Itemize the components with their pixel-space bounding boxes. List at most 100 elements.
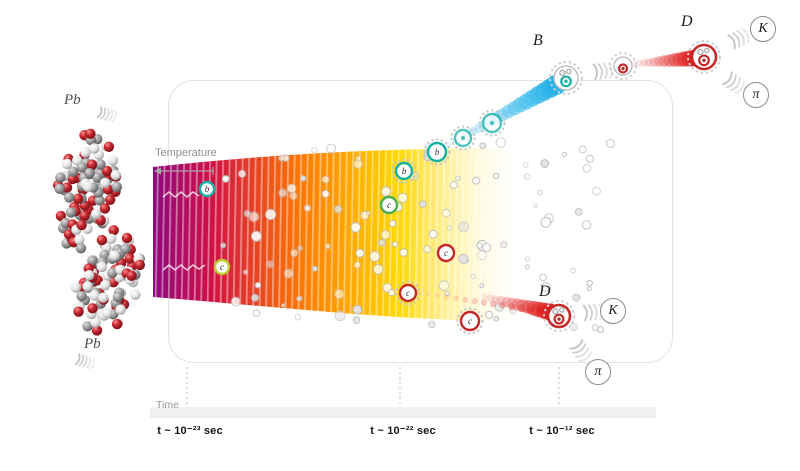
nucleon-sphere (55, 172, 66, 183)
nucleon-sphere (88, 303, 100, 314)
nucleon-sphere (68, 237, 80, 248)
time-axis-bar (150, 407, 656, 418)
nucleon-sphere (59, 185, 70, 196)
nucleon-sphere (88, 276, 99, 287)
nucleon-sphere (85, 161, 97, 173)
nucleon-sphere (114, 272, 125, 283)
nucleon-sphere (74, 301, 85, 312)
nucleon-sphere (79, 130, 90, 141)
excited-to-d-beam (631, 49, 704, 67)
nucleon-sphere (76, 281, 88, 292)
nucleon-sphere (72, 155, 83, 166)
nucleon-sphere (113, 317, 124, 329)
nucleon-sphere (91, 325, 103, 336)
nucleon-sphere (92, 275, 103, 286)
nucleon-sphere (96, 261, 108, 273)
nucleon-sphere (108, 277, 119, 288)
nucleon-sphere (94, 195, 105, 206)
nucleon-sphere (100, 278, 111, 290)
nucleon-sphere (83, 270, 95, 281)
b-meson-label: B (533, 32, 543, 49)
nucleon-sphere (87, 303, 98, 314)
nucleon-sphere (55, 210, 67, 222)
nucleon-sphere (108, 309, 119, 320)
nucleon-sphere (107, 253, 118, 264)
nucleon-sphere (76, 168, 87, 179)
nucleon-sphere (121, 268, 132, 279)
pion-circle-top: π (743, 82, 769, 108)
nucleon-sphere (52, 180, 64, 191)
nucleon-sphere (58, 171, 69, 182)
nucleon-sphere (92, 179, 104, 190)
nucleon-sphere (94, 288, 105, 299)
nucleon-sphere (57, 222, 69, 234)
nucleon-sphere (63, 192, 75, 203)
nucleon-sphere (127, 276, 139, 288)
nucleon-sphere (85, 134, 97, 146)
nucleon-sphere (82, 282, 94, 293)
nucleon-sphere (98, 292, 109, 303)
nucleon-sphere (100, 140, 112, 151)
nucleon-sphere (125, 244, 136, 255)
nucleon-sphere (111, 301, 122, 313)
nucleon-sphere (60, 170, 71, 181)
nucleon-sphere (93, 149, 105, 160)
nucleon-sphere (82, 223, 93, 234)
nucleon-sphere (108, 225, 119, 236)
nucleon-sphere (103, 141, 115, 152)
nucleon-sphere (99, 249, 110, 261)
time-label: Time (156, 399, 179, 411)
nucleon-sphere (91, 166, 102, 178)
nucleon-sphere (112, 291, 124, 303)
nucleon-sphere (86, 159, 98, 170)
nucleon-sphere (82, 181, 94, 192)
nucleon-sphere (67, 171, 78, 183)
pb-label-top: Pb (64, 92, 81, 108)
kaon-circle-bottom: K (600, 298, 626, 324)
time-tick-label-1: t ~ 10⁻²² sec (370, 425, 436, 437)
nucleon-sphere (96, 308, 107, 320)
nucleon-sphere (87, 254, 99, 265)
nucleon-sphere (103, 181, 114, 193)
nucleon-sphere (85, 168, 96, 180)
D-meson-top (687, 40, 721, 74)
d-meson-label-bottom: D (539, 283, 551, 300)
nucleon-sphere (63, 153, 74, 165)
nucleon-sphere (114, 287, 125, 298)
nucleon-sphere (85, 276, 96, 288)
pb-nucleus-top (52, 128, 123, 254)
nucleon-sphere (72, 172, 84, 184)
nucleon-sphere (76, 290, 87, 302)
nucleon-sphere (111, 251, 123, 262)
nucleon-sphere (78, 277, 90, 288)
time-tick-label-0: t ~ 10⁻²³ sec (157, 425, 223, 437)
nucleon-sphere (98, 310, 110, 321)
nucleon-sphere (115, 264, 126, 275)
nucleon-sphere (92, 134, 103, 145)
nucleon-sphere (61, 238, 72, 249)
nucleon-sphere (101, 308, 113, 319)
nucleon-sphere (70, 282, 82, 293)
pb-bottom-motion-lines (74, 353, 95, 371)
nucleon-sphere (101, 242, 112, 253)
nucleon-sphere (101, 165, 113, 177)
nucleon-sphere (123, 272, 134, 283)
nucleon-sphere (90, 208, 102, 220)
nucleon-sphere (76, 193, 87, 204)
nucleon-sphere (81, 158, 92, 169)
nucleon-sphere (60, 217, 71, 229)
nucleon-sphere (115, 304, 126, 315)
nucleon-sphere (80, 178, 91, 189)
nucleon-sphere (130, 269, 141, 280)
nucleon-sphere (99, 280, 111, 291)
nucleon-sphere (134, 259, 145, 271)
nucleon-sphere (61, 182, 73, 193)
nucleon-sphere (116, 257, 127, 269)
nucleon-sphere (127, 260, 138, 271)
nucleon-sphere (67, 219, 78, 230)
nucleon-sphere (115, 248, 126, 259)
nucleon-sphere (82, 321, 93, 332)
nucleon-sphere (99, 203, 111, 214)
nucleon-sphere (79, 295, 91, 306)
